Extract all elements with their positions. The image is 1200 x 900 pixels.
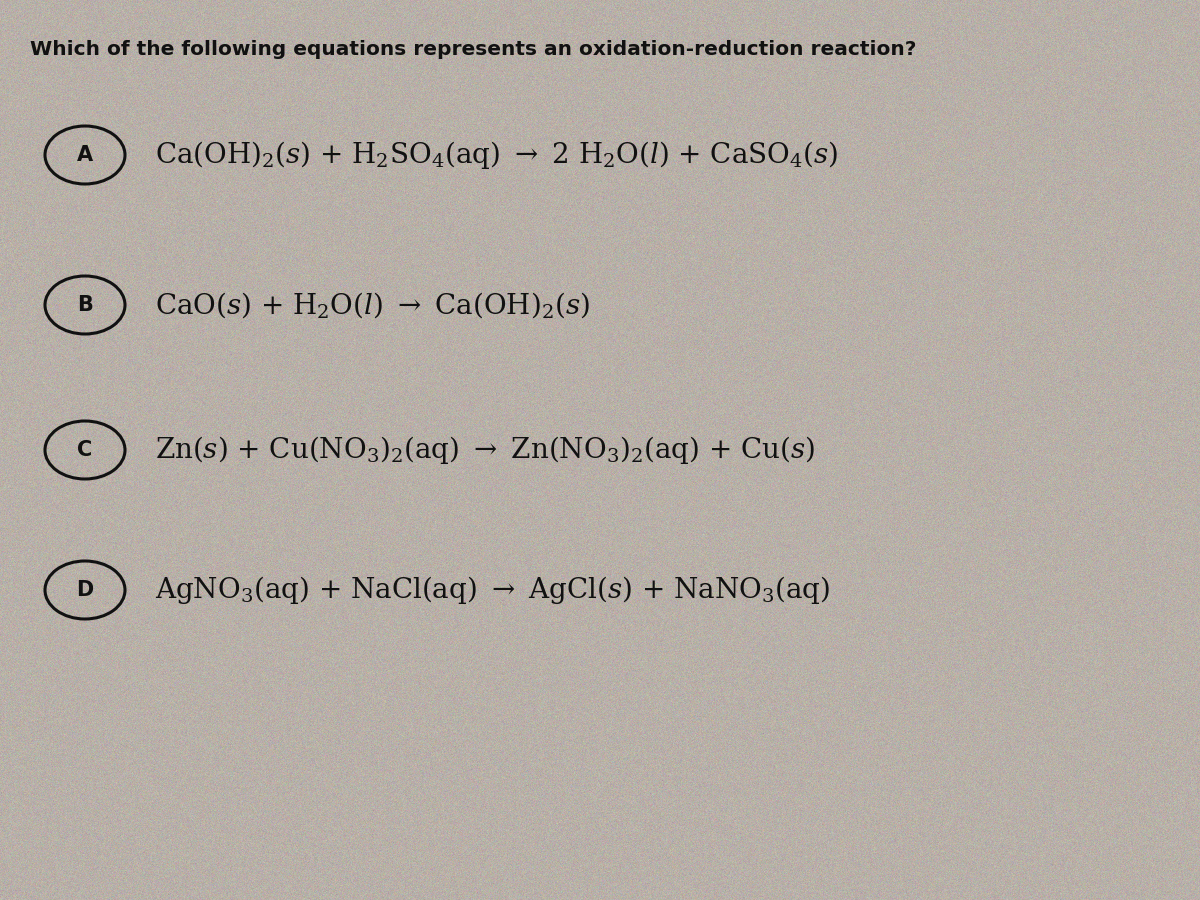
Text: D: D [77, 580, 94, 600]
Text: B: B [77, 295, 92, 315]
Text: A: A [77, 145, 94, 165]
Text: C: C [77, 440, 92, 460]
Text: Which of the following equations represents an oxidation-reduction reaction?: Which of the following equations represe… [30, 40, 917, 59]
Text: AgNO$_3$(aq) + NaCl(aq) $\rightarrow$ AgCl($\it{s}$) + NaNO$_3$(aq): AgNO$_3$(aq) + NaCl(aq) $\rightarrow$ Ag… [155, 574, 830, 606]
Text: CaO($\it{s}$) + H$_2$O($\it{l}$) $\rightarrow$ Ca(OH)$_2$($\it{s}$): CaO($\it{s}$) + H$_2$O($\it{l}$) $\right… [155, 290, 590, 320]
Text: Zn($\it{s}$) + Cu(NO$_3$)$_2$(aq) $\rightarrow$ Zn(NO$_3$)$_2$(aq) + Cu($\it{s}$: Zn($\it{s}$) + Cu(NO$_3$)$_2$(aq) $\righ… [155, 434, 815, 466]
Text: Ca(OH)$_2$($\it{s}$) + H$_2$SO$_4$(aq) $\rightarrow$ 2 H$_2$O($\it{l}$) + CaSO$_: Ca(OH)$_2$($\it{s}$) + H$_2$SO$_4$(aq) $… [155, 139, 839, 171]
